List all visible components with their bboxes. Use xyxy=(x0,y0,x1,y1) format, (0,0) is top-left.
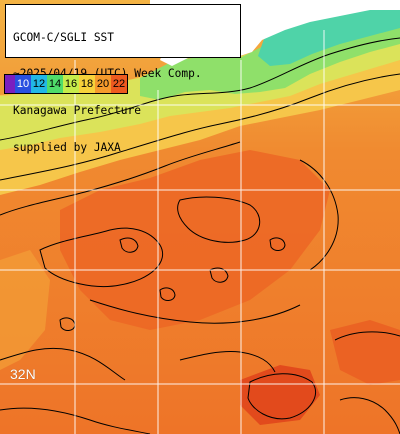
title-line-credit: supplied by JAXA xyxy=(13,141,121,155)
sst-patch-hot-1 xyxy=(60,150,330,330)
sst-band-teal xyxy=(258,6,400,66)
legend-label-20: 20 xyxy=(95,75,111,93)
sst-patch-hot-2 xyxy=(240,365,320,425)
latitude-label: 32N xyxy=(10,366,36,382)
legend-label-16: 16 xyxy=(63,75,79,93)
legend-cap-low xyxy=(5,75,15,93)
legend-label-10: 10 xyxy=(15,75,31,93)
legend-label-14: 14 xyxy=(47,75,63,93)
map-title-box: GCOM-C/SGLI SST ~2025/04/19 (UTC) Week C… xyxy=(5,4,241,154)
isotherm-contours xyxy=(0,37,400,434)
legend-label-12: 12 xyxy=(31,75,47,93)
legend-label-22: 22 xyxy=(111,75,127,93)
sst-patch-hot-3 xyxy=(330,320,400,385)
sst-patch-mid-west xyxy=(0,250,50,370)
title-line-satellite: GCOM-C/SGLI SST xyxy=(13,30,115,44)
lat-lon-grid xyxy=(0,30,400,434)
legend-label-18: 18 xyxy=(79,75,95,93)
title-line-region: Kanagawa Prefecture xyxy=(13,104,141,118)
sst-color-legend: 10 12 14 16 18 20 22 xyxy=(4,74,128,94)
